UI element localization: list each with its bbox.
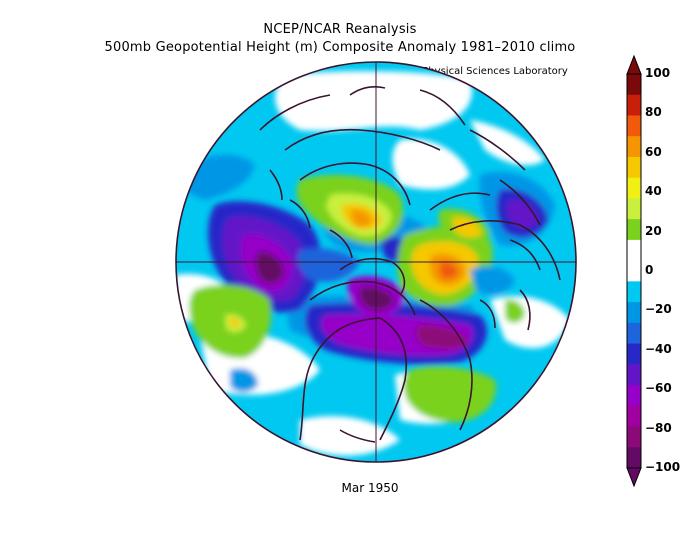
- colorbar-tick-label: −100: [645, 460, 681, 474]
- colorbar-swatch: [627, 447, 641, 469]
- colorbar-swatch: [627, 239, 641, 262]
- graticule: [176, 62, 576, 462]
- colorbar-swatch: [627, 115, 641, 137]
- colorbar-swatch: [627, 343, 641, 365]
- map-boundary: [175, 61, 577, 463]
- colorbar-tick-label: 0: [645, 263, 654, 277]
- colorbar-swatch: [627, 260, 641, 282]
- colorbar-swatch: [627, 385, 641, 407]
- colorbar-tick-label: 100: [645, 66, 671, 80]
- colorbar-swatch: [627, 281, 641, 303]
- colorbar-swatch: [627, 198, 641, 220]
- colorbar-swatch: [627, 302, 641, 324]
- colorbar-swatch: [627, 94, 641, 116]
- colorbar-tick-label: 80: [645, 105, 662, 120]
- title-line-1: NCEP/NCAR Reanalysis: [263, 22, 417, 37]
- colorbar-tick-label: −20: [645, 302, 672, 317]
- colorbar-swatch: [627, 74, 641, 96]
- colorbar-max-arrow: [626, 54, 642, 75]
- colorbar-swatch: [627, 322, 641, 345]
- colorbar-tick-label: 20: [645, 223, 662, 238]
- colorbar-tick-label: 40: [645, 184, 662, 199]
- colorbar-swatch: [627, 219, 641, 241]
- date-label: Mar 1950: [341, 481, 399, 495]
- colorbar-swatch: [627, 426, 641, 448]
- colorbar-tick-label: −60: [645, 381, 672, 396]
- credit-label: NOAA Physical Sciences Laboratory: [390, 66, 568, 77]
- colorbar-swatch: [627, 156, 641, 179]
- colorbar-tick-label: −80: [645, 420, 672, 435]
- colorbar-swatch: [627, 177, 641, 199]
- colorbar-min-arrow: [626, 467, 642, 488]
- colorbar-tick-label: 60: [645, 144, 662, 159]
- colorbar-swatch: [627, 364, 641, 386]
- colorbar-swatch: [627, 405, 641, 428]
- colorbar-swatch: [627, 136, 641, 158]
- coastlines: [259, 86, 561, 443]
- colorbar-tick-label: −40: [645, 341, 672, 356]
- title-line-2: 500mb Geopotential Height (m) Composite …: [104, 40, 576, 55]
